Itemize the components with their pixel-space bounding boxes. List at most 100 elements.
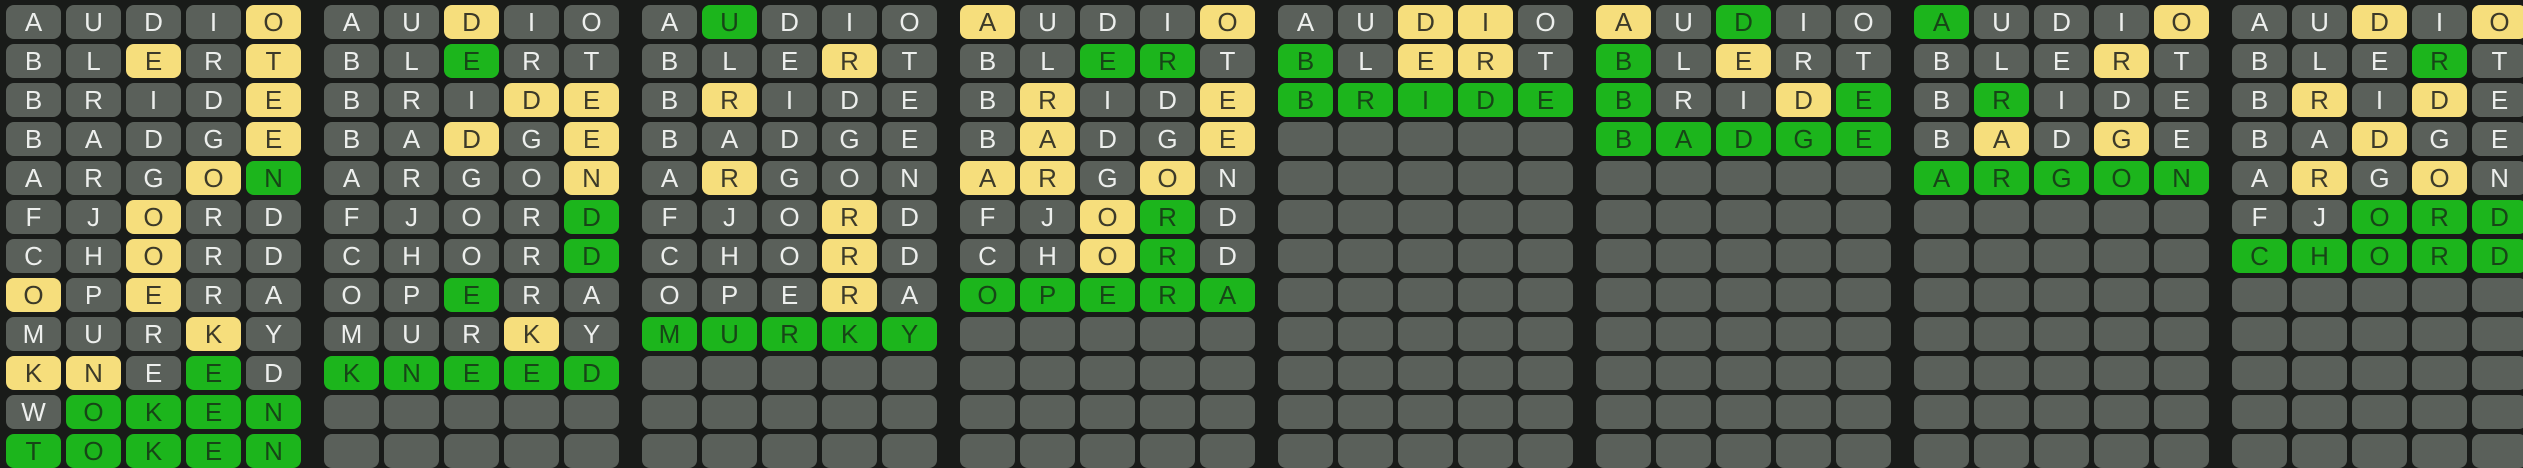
letter-tile: Y: [564, 317, 619, 351]
empty-tile: [1596, 395, 1651, 429]
letter-tile: O: [2352, 239, 2407, 273]
letter-tile: N: [384, 356, 439, 390]
empty-tile: [1398, 161, 1453, 195]
letter-tile: A: [66, 122, 121, 156]
letter-tile: E: [2352, 44, 2407, 78]
empty-tile: [2154, 356, 2209, 390]
empty-tile: [2232, 317, 2287, 351]
empty-tile: [2472, 356, 2523, 390]
letter-tile: R: [702, 161, 757, 195]
letter-tile: R: [504, 278, 559, 312]
letter-tile: I: [1080, 83, 1135, 117]
letter-tile: R: [504, 200, 559, 234]
empty-tile: [1338, 239, 1393, 273]
letter-tile: A: [2292, 122, 2347, 156]
letter-tile: O: [2094, 161, 2149, 195]
letter-tile: E: [762, 278, 817, 312]
letter-tile: E: [882, 122, 937, 156]
letter-tile: L: [702, 44, 757, 78]
letter-tile: R: [1974, 161, 2029, 195]
empty-tile: [1914, 200, 1969, 234]
guess-row: [2232, 278, 2523, 312]
letter-tile: I: [444, 83, 499, 117]
empty-tile: [1836, 356, 1891, 390]
empty-tile: [960, 356, 1015, 390]
letter-tile: M: [642, 317, 697, 351]
guess-row: [1278, 434, 1573, 468]
letter-tile: R: [822, 239, 877, 273]
letter-tile: R: [1020, 83, 1075, 117]
letter-tile: G: [504, 122, 559, 156]
letter-tile: O: [444, 200, 499, 234]
letter-tile: B: [2232, 122, 2287, 156]
letter-tile: B: [1914, 83, 1969, 117]
empty-tile: [1278, 395, 1333, 429]
letter-tile: M: [6, 317, 61, 351]
empty-tile: [1458, 122, 1513, 156]
letter-tile: A: [960, 5, 1015, 39]
letter-tile: A: [384, 122, 439, 156]
empty-tile: [1776, 278, 1831, 312]
letter-tile: R: [186, 239, 241, 273]
letter-tile: U: [384, 5, 439, 39]
letter-tile: K: [126, 434, 181, 468]
empty-tile: [1338, 434, 1393, 468]
letter-tile: T: [2472, 44, 2523, 78]
letter-tile: Y: [246, 317, 301, 351]
letter-tile: A: [642, 161, 697, 195]
guess-row: [1914, 395, 2209, 429]
empty-tile: [1776, 161, 1831, 195]
empty-tile: [2472, 278, 2523, 312]
letter-tile: B: [6, 44, 61, 78]
letter-tile: O: [444, 239, 499, 273]
empty-tile: [1458, 278, 1513, 312]
letter-tile: E: [2472, 122, 2523, 156]
letter-tile: D: [2352, 122, 2407, 156]
letter-tile: D: [2094, 83, 2149, 117]
empty-tile: [1200, 317, 1255, 351]
empty-tile: [1656, 395, 1711, 429]
guess-row: [1278, 200, 1573, 234]
letter-tile: E: [126, 278, 181, 312]
letter-tile: N: [66, 356, 121, 390]
empty-tile: [2412, 278, 2467, 312]
empty-tile: [960, 434, 1015, 468]
empty-tile: [1338, 161, 1393, 195]
empty-tile: [702, 395, 757, 429]
guess-row: [1596, 356, 1891, 390]
letter-tile: I: [2094, 5, 2149, 39]
empty-tile: [1974, 434, 2029, 468]
empty-tile: [2412, 317, 2467, 351]
empty-tile: [1020, 434, 1075, 468]
letter-tile: N: [246, 434, 301, 468]
letter-tile: N: [1200, 161, 1255, 195]
letter-tile: O: [762, 200, 817, 234]
empty-tile: [2154, 317, 2209, 351]
letter-tile: G: [126, 161, 181, 195]
letter-tile: D: [2472, 200, 2523, 234]
empty-tile: [1914, 239, 1969, 273]
letter-tile: D: [1080, 122, 1135, 156]
letter-tile: F: [324, 200, 379, 234]
letter-tile: W: [6, 395, 61, 429]
empty-tile: [702, 434, 757, 468]
letter-tile: B: [2232, 83, 2287, 117]
letter-tile: R: [1140, 200, 1195, 234]
empty-tile: [1716, 239, 1771, 273]
guess-row: [1278, 239, 1573, 273]
letter-tile: O: [2412, 161, 2467, 195]
letter-tile: A: [1974, 122, 2029, 156]
empty-tile: [1974, 395, 2029, 429]
letter-tile: U: [2292, 5, 2347, 39]
